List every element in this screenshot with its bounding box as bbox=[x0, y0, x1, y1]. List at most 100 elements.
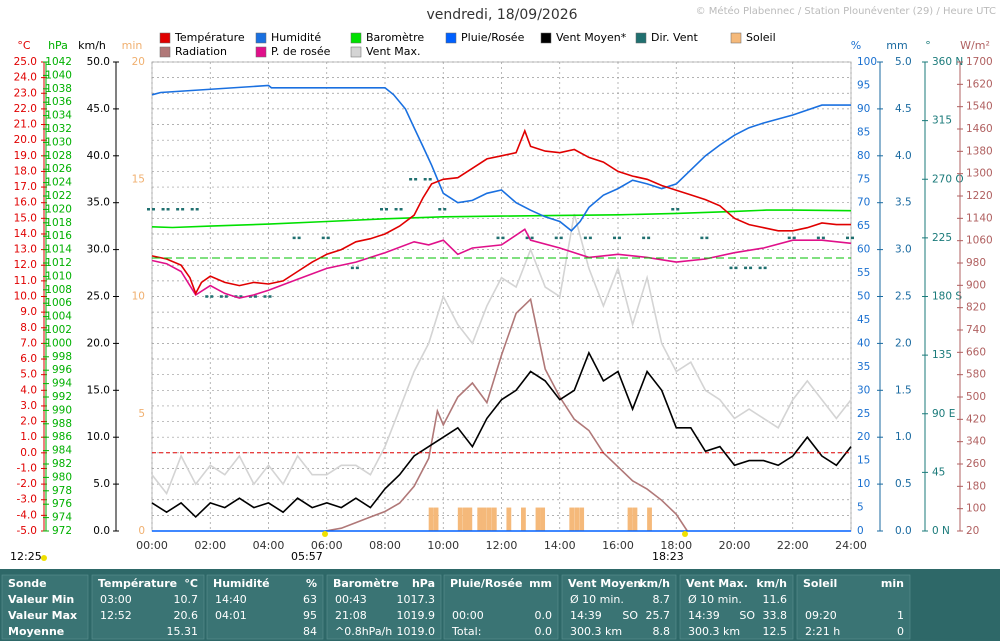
y-tick-label: 1022 bbox=[45, 190, 72, 202]
legend-swatch bbox=[635, 32, 647, 44]
y-tick-label: 660 bbox=[966, 346, 986, 358]
x-tick-label: 02:00 bbox=[194, 539, 226, 552]
y-tick-label: 70 bbox=[857, 197, 870, 209]
y-tick-label: 980 bbox=[966, 257, 986, 269]
axis-label: mm bbox=[886, 39, 907, 52]
y-tick-label: 20 bbox=[857, 431, 870, 443]
y-tick-label: 65 bbox=[857, 220, 870, 232]
y-tick-label: 984 bbox=[52, 445, 72, 457]
y-tick-label: 986 bbox=[52, 431, 72, 443]
y-tick-label: 35.0 bbox=[87, 197, 110, 209]
series-line bbox=[151, 84, 851, 232]
table-cell: 14:39 bbox=[688, 609, 720, 622]
y-tick-label: 340 bbox=[966, 436, 986, 448]
y-tick-label: 1.0 bbox=[20, 431, 37, 443]
y-tick-label: 0.0 bbox=[895, 525, 912, 537]
sun-bar bbox=[481, 507, 487, 531]
y-tick-label: 3.0 bbox=[895, 244, 912, 256]
y-tick-label: 1460 bbox=[966, 123, 993, 135]
y-tick-label: 0 bbox=[857, 525, 864, 537]
y-tick-label: 17.0 bbox=[14, 181, 37, 193]
legend-label: Radiation bbox=[175, 45, 227, 58]
sun-bar bbox=[433, 507, 439, 531]
y-tick-label: -1.0 bbox=[17, 462, 38, 474]
sun-bar bbox=[579, 507, 585, 531]
y-tick-label: 75 bbox=[857, 173, 870, 185]
table-cell: Total: bbox=[451, 625, 481, 638]
y-tick-label: 260 bbox=[966, 458, 986, 470]
y-tick-label: 23.0 bbox=[14, 87, 37, 99]
legend-label: Pluie/Rosée bbox=[461, 31, 525, 44]
y-tick-label: 85 bbox=[857, 126, 870, 138]
y-tick-label: 2.0 bbox=[20, 416, 37, 428]
y-tick-label: 1380 bbox=[966, 145, 993, 157]
y-tick-label: 40 bbox=[857, 337, 870, 349]
table-column bbox=[206, 574, 324, 640]
legend-swatch bbox=[159, 46, 171, 58]
y-tick-label: 20.0 bbox=[14, 134, 37, 146]
y-tick-label: 20 bbox=[966, 525, 979, 537]
axis-label: ° bbox=[925, 39, 931, 52]
sun-bar bbox=[467, 507, 473, 531]
sun-bar bbox=[506, 507, 512, 531]
y-tick-label: 180 S bbox=[932, 291, 962, 303]
sun-bar bbox=[627, 507, 633, 531]
table-column bbox=[1, 574, 89, 640]
table-cell: 33.8 bbox=[763, 609, 788, 622]
legend-swatch bbox=[255, 32, 267, 44]
y-tick-label: 30 bbox=[857, 384, 870, 396]
sun-bar bbox=[486, 507, 492, 531]
y-tick-label: 6.0 bbox=[20, 353, 37, 365]
y-tick-label: 1028 bbox=[45, 150, 72, 162]
y-tick-label: 1000 bbox=[45, 337, 72, 349]
sun-bar bbox=[632, 507, 638, 531]
table-cell: 03:00 bbox=[100, 593, 132, 606]
y-tick-label: 1038 bbox=[45, 83, 72, 95]
source: © Météo Plabennec / Station Plounéventer… bbox=[696, 5, 996, 17]
y-tick-label: 180 bbox=[966, 480, 986, 492]
legend-label: P. de rosée bbox=[271, 45, 331, 58]
y-tick-label: 40.0 bbox=[87, 150, 110, 162]
table-cell: 63 bbox=[303, 593, 317, 606]
y-tick-label: 15.0 bbox=[87, 384, 110, 396]
y-tick-label: 0.5 bbox=[895, 478, 912, 490]
y-tick-label: 974 bbox=[52, 512, 72, 524]
y-tick-label: 225 bbox=[932, 232, 952, 244]
table-cell: 84 bbox=[303, 625, 317, 638]
table-unit: % bbox=[306, 577, 317, 590]
table-cell: 09:20 bbox=[805, 609, 837, 622]
legend-swatch bbox=[730, 32, 742, 44]
y-tick-label: 0 bbox=[138, 525, 145, 537]
table-cell: 20.6 bbox=[174, 609, 199, 622]
table-cell: Valeur Max bbox=[8, 609, 77, 622]
sunrise-icon bbox=[322, 531, 328, 537]
series-line bbox=[151, 209, 852, 229]
y-tick-label: 1040 bbox=[45, 69, 72, 81]
sun-bar bbox=[540, 507, 546, 531]
y-tick-label: 900 bbox=[966, 279, 986, 291]
series-line bbox=[325, 297, 688, 532]
table-cell: 04:01 bbox=[215, 609, 247, 622]
table-cell: Ø 10 min. bbox=[688, 593, 742, 606]
y-tick-label: 7.0 bbox=[20, 337, 37, 349]
y-tick-label: 5 bbox=[857, 502, 864, 514]
legend-label: Vent Moyen* bbox=[556, 31, 627, 44]
axis-label: min bbox=[122, 39, 143, 52]
table-cell: 1017.3 bbox=[397, 593, 436, 606]
y-tick-label: 5.0 bbox=[20, 369, 37, 381]
legend-label: Humidité bbox=[271, 31, 321, 44]
y-tick-label: 580 bbox=[966, 369, 986, 381]
y-tick-label: 1002 bbox=[45, 324, 72, 336]
y-tick-label: 45 bbox=[932, 466, 945, 478]
y-tick-label: 1540 bbox=[966, 101, 993, 113]
annotation: 18:23 bbox=[652, 550, 684, 563]
y-tick-label: 1140 bbox=[966, 212, 993, 224]
y-tick-label: -5.0 bbox=[17, 525, 38, 537]
table-cell: 8.8 bbox=[653, 625, 671, 638]
y-tick-label: 55 bbox=[857, 267, 870, 279]
table-cell: 2:21 h bbox=[805, 625, 840, 638]
y-tick-label: 1018 bbox=[45, 217, 72, 229]
y-tick-label: 25.0 bbox=[14, 56, 37, 68]
table-cell: 14:39 bbox=[570, 609, 602, 622]
y-tick-label: 90 E bbox=[932, 408, 955, 420]
